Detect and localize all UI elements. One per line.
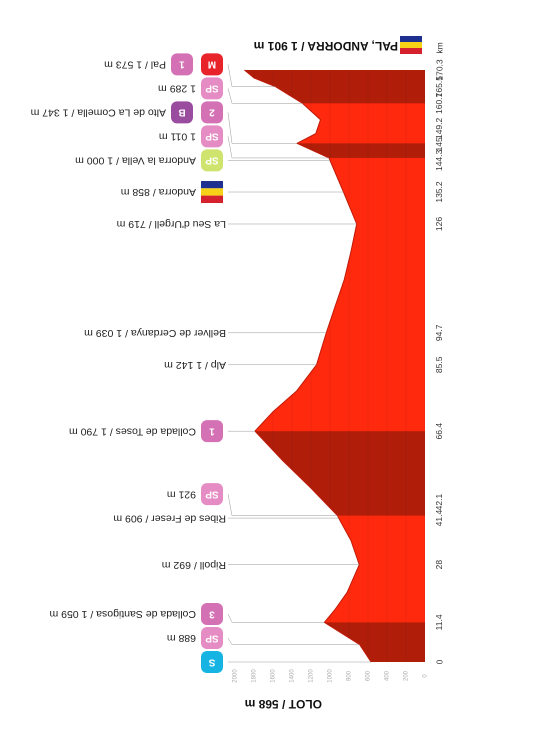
climb-band xyxy=(244,622,425,662)
y-tick-label: 0 xyxy=(423,674,429,678)
badge xyxy=(201,149,223,172)
y-tick-label: 1000 xyxy=(328,669,334,683)
badge-text: 1 xyxy=(209,426,215,437)
start-title: OLOT / 568 m xyxy=(245,697,322,711)
leader-line xyxy=(227,64,276,87)
leader-line xyxy=(227,637,360,645)
y-tick-label: 400 xyxy=(385,670,391,681)
y-tick-label: 2000 xyxy=(233,669,239,683)
waypoint-label: 1 011 m xyxy=(159,131,196,143)
x-tick-label: 144.3 xyxy=(434,149,444,171)
badge xyxy=(201,651,223,673)
badge xyxy=(171,101,193,124)
waypoint-label: Andorra / 858 m xyxy=(120,186,196,198)
waypoint-label: Alp / 1 142 m xyxy=(164,359,226,371)
leader-line xyxy=(227,136,329,159)
x-tick-label: 145 xyxy=(434,137,444,151)
finish-title: PAL, ANDORRA / 1 901 m xyxy=(254,39,398,53)
badge xyxy=(171,53,193,76)
badge-text: SP xyxy=(205,488,219,499)
x-tick-label: 28 xyxy=(434,560,444,570)
x-tick-label: 85.5 xyxy=(434,356,444,373)
leader-line xyxy=(227,613,325,623)
waypoint-label: Pal / 1 573 m xyxy=(104,59,166,71)
y-tick-label: 1200 xyxy=(309,669,315,683)
waypoint-label: 1 289 m xyxy=(158,83,196,95)
x-tick-label: 11.4 xyxy=(434,614,444,630)
x-tick-label: 66.4 xyxy=(434,423,444,440)
y-tick-label: 1600 xyxy=(271,669,277,683)
waypoint-label: La Seu d'Urgell / 719 m xyxy=(116,218,226,230)
y-tick-label: 200 xyxy=(404,670,410,681)
badge xyxy=(201,420,223,443)
x-tick-label: 126 xyxy=(434,217,444,231)
waypoint-label: Collada de Santigosa / 1 059 m xyxy=(49,608,196,620)
flag-yellow xyxy=(201,188,223,196)
area xyxy=(244,70,425,662)
waypoint-label: Ribes de Freser / 909 m xyxy=(113,512,226,524)
x-unit: km xyxy=(434,42,444,53)
badge-text: 1 xyxy=(179,59,185,70)
climb-band xyxy=(244,431,425,516)
x-tick-label: 149.2 xyxy=(434,117,444,139)
flag-blue xyxy=(201,181,223,189)
waypoint-label: Andorra la Vella / 1 000 m xyxy=(75,155,196,167)
waypoint-label: Ripoll / 692 m xyxy=(162,559,226,571)
badge-text: S xyxy=(208,656,215,667)
badge xyxy=(201,627,223,649)
x-tick-label: 42.1 xyxy=(434,494,444,511)
x-tick-label: 165.5 xyxy=(434,76,444,98)
waypoint-label: 688 m xyxy=(167,632,196,644)
leader-line xyxy=(227,88,303,104)
badge xyxy=(201,101,223,124)
x-tick-label: 170.3 xyxy=(434,59,444,81)
x-tick-label: 135.2 xyxy=(434,181,444,203)
waypoint-label: 921 m xyxy=(167,488,196,500)
x-tick-label: 94.7 xyxy=(434,324,444,341)
badge xyxy=(201,53,223,76)
waypoint-label: Collada de Toses / 1 790 m xyxy=(69,425,196,437)
finish-flag xyxy=(400,36,422,54)
waypoint-label: Bellver de Cerdanya / 1 039 m xyxy=(84,327,226,339)
y-tick-label: 600 xyxy=(366,670,372,681)
badge-text: 3 xyxy=(209,608,215,619)
badge-text: 2 xyxy=(209,107,215,118)
leader-line xyxy=(227,494,338,516)
x-tick-label: 41.4 xyxy=(434,510,444,527)
badge xyxy=(201,125,223,148)
badge-text: SP xyxy=(205,632,219,643)
badge xyxy=(201,603,223,625)
badge-text: M xyxy=(208,59,216,70)
x-tick-label: 0 xyxy=(434,659,444,664)
badge-text: SP xyxy=(205,155,219,166)
y-tick-label: 800 xyxy=(347,670,353,681)
leader-line xyxy=(227,112,298,144)
y-tick-label: 1800 xyxy=(252,669,258,683)
profile-edge xyxy=(244,69,372,663)
badge-text: SP xyxy=(205,131,219,142)
badge xyxy=(201,483,223,506)
climb-band xyxy=(244,143,425,158)
badge-text: B xyxy=(178,107,185,118)
flag-red xyxy=(201,195,223,204)
waypoint-label: Alto de La Comella / 1 347 m xyxy=(30,107,166,119)
badge-text: SP xyxy=(205,83,219,94)
y-tick-label: 1400 xyxy=(290,669,296,683)
badge xyxy=(201,77,223,100)
x-tick-label: 160.7 xyxy=(434,92,444,114)
